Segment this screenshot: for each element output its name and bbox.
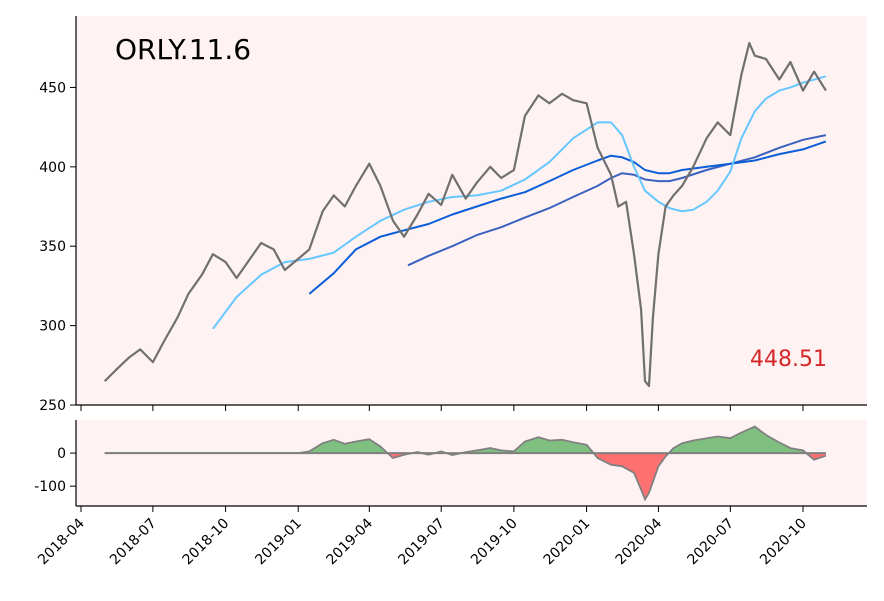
- x-tick-label: 2020-04: [613, 515, 666, 568]
- x-tick-label: 2020-07: [684, 516, 737, 569]
- main-y-tick-label: 350: [39, 239, 66, 255]
- short-moving-average-line: [212, 75, 827, 330]
- main-panel-background: [76, 16, 867, 405]
- oscillator-positive-area: [104, 426, 826, 454]
- sub-y-tick-label: -100: [34, 479, 66, 495]
- x-tick-label: 2018-07: [107, 516, 160, 569]
- main-y-tick-label: 400: [39, 160, 66, 176]
- oscillator-negative-area: [104, 453, 826, 500]
- x-tick-label: 2019-04: [323, 515, 376, 568]
- main-y-tick-label: 300: [39, 319, 66, 335]
- price-line: [103, 41, 827, 387]
- x-tick-label: 2018-10: [180, 516, 233, 569]
- x-tick-label: 2019-07: [395, 516, 448, 569]
- long-moving-average-line: [407, 134, 827, 267]
- x-tick-label: 2020-01: [541, 516, 594, 569]
- sub-panel-background: [76, 420, 867, 506]
- oscillator-plot: [104, 425, 827, 502]
- last-price-annotation: 448.51: [750, 347, 827, 372]
- main-plot: [103, 41, 827, 387]
- sub-y-tick-label: 0: [57, 446, 66, 462]
- x-tick-label: 2020-10: [757, 516, 810, 569]
- main-y-tick-label: 450: [39, 80, 66, 96]
- chart-title: ORLY.11.6: [115, 33, 251, 66]
- x-tick-label: 2019-01: [252, 516, 305, 569]
- x-tick-label: 2019-10: [468, 516, 521, 569]
- main-y-tick-label: 250: [39, 398, 66, 414]
- x-tick-label: 2018-04: [35, 515, 88, 568]
- oscillator-line: [104, 425, 827, 502]
